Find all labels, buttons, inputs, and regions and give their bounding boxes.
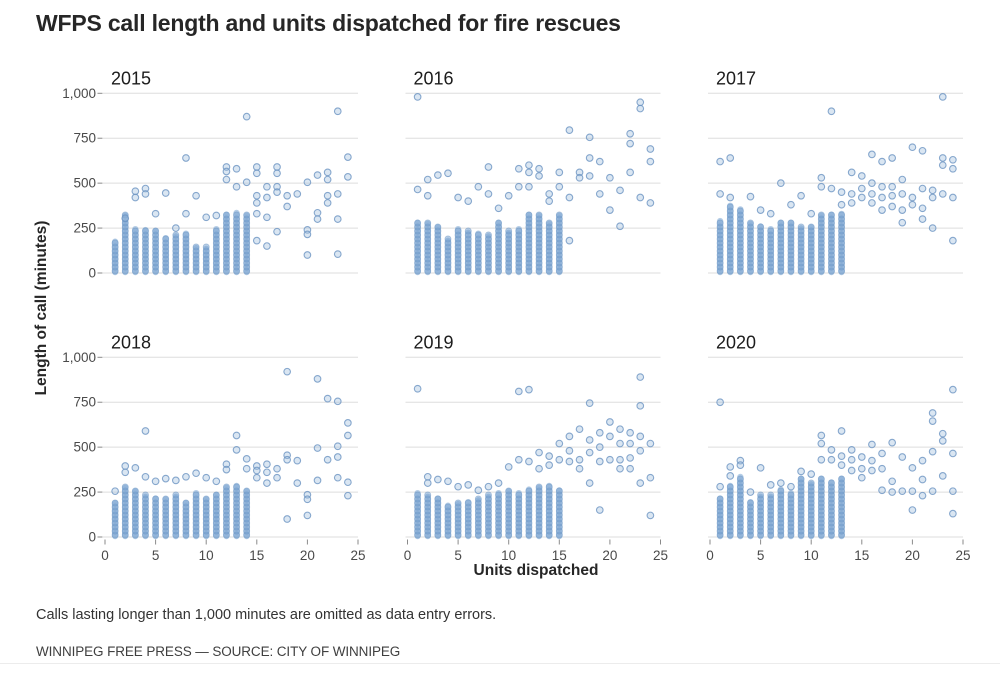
x-tick-label: 0 [404,548,412,563]
x-tick-label: 0 [706,548,714,563]
panel-year-label: 2016 [414,68,454,88]
x-tick-label: 5 [757,548,765,563]
panel-year-label: 2015 [111,68,151,88]
x-tick-label: 25 [653,548,668,563]
y-tick-label: 750 [73,395,96,410]
panel-year-label: 2019 [414,332,454,352]
x-tick-label: 5 [454,548,462,563]
x-tick-label: 20 [905,548,920,563]
panel-2019: 0 5 10 15 20 25 2019 [404,332,668,563]
source-credit: WINNIPEG FREE PRESS — SOURCE: CITY OF WI… [36,644,401,659]
panel-year-label: 2018 [111,332,151,352]
chart-footnote: Calls lasting longer than 1,000 minutes … [36,607,497,623]
y-tick-label: 1,000 [62,86,96,101]
y-tick-label: 1,000 [62,350,96,365]
y-tick-label: 250 [73,485,96,500]
panel-year-label: 2017 [716,68,756,88]
bottom-divider [0,663,1000,664]
x-axis-label: Units dispatched [474,562,599,579]
panel-2018: 0 250 500 750 1,000 0 5 10 15 20 25 2018 [62,332,365,563]
chart-title: WFPS call length and units dispatched fo… [36,10,621,36]
y-tick-label: 500 [73,176,96,191]
x-tick-label: 25 [955,548,970,563]
panel-year-label: 2020 [716,332,756,352]
panel-2017: 2017 [708,68,963,276]
x-tick-label: 15 [854,548,869,563]
y-tick-label: 0 [88,530,96,545]
y-tick-label: 250 [73,221,96,236]
x-tick-label: 0 [101,548,109,563]
x-tick-label: 10 [804,548,819,563]
x-tick-label: 15 [249,548,264,563]
x-tick-label: 5 [152,548,160,563]
y-tick-label: 500 [73,440,96,455]
y-tick-label: 0 [88,266,96,281]
x-tick-label: 10 [501,548,516,563]
y-axis-label: Length of call (minutes) [33,221,50,396]
x-tick-label: 25 [350,548,365,563]
x-tick-label: 20 [300,548,315,563]
x-tick-label: 15 [552,548,567,563]
y-tick-label: 750 [73,131,96,146]
panel-2015: 0 250 500 750 1,000 2015 [62,68,358,281]
x-tick-label: 10 [199,548,214,563]
panel-2016: 2016 [405,68,661,276]
x-tick-label: 20 [602,548,617,563]
panel-2020: 0 5 10 15 20 25 2020 [706,332,970,563]
